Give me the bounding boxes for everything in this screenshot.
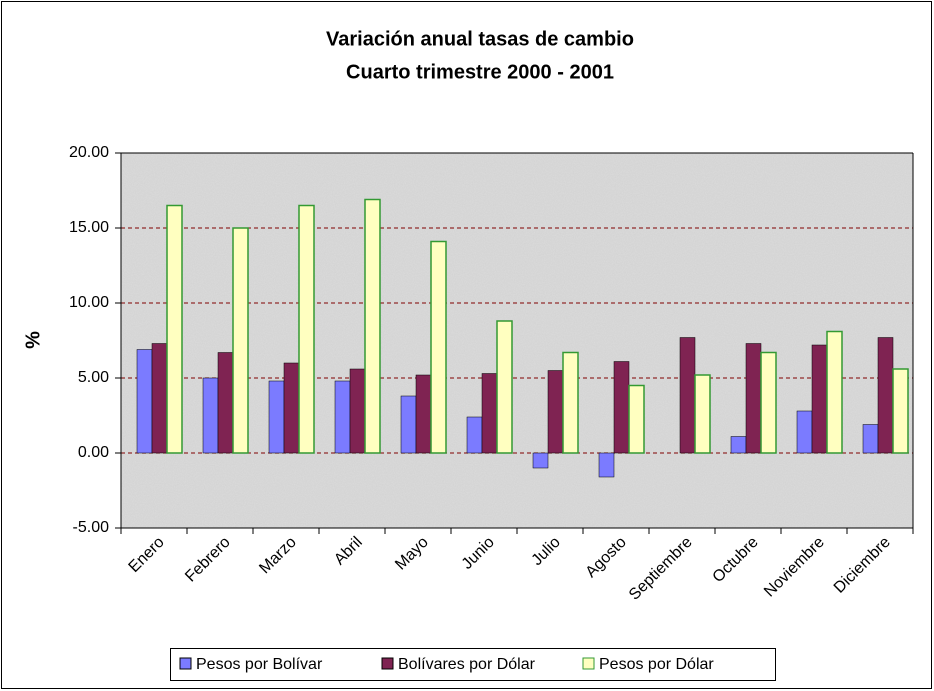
- bar: [202, 377, 219, 454]
- bar: [496, 320, 513, 454]
- bar: [298, 204, 315, 454]
- legend-swatch: [582, 657, 595, 670]
- bar: [349, 368, 366, 454]
- bar: [730, 436, 747, 454]
- bar: [136, 349, 153, 454]
- bar: [430, 240, 447, 454]
- y-tick-label: 10.00: [69, 294, 109, 311]
- chart-title: Variación anual tasas de cambio: [326, 28, 634, 50]
- chart-subtitle: Cuarto trimestre 2000 - 2001: [346, 61, 614, 83]
- legend-label: Pesos por Dólar: [599, 656, 714, 673]
- bar: [166, 204, 183, 454]
- legend-swatch: [381, 657, 394, 670]
- bar: [481, 373, 498, 454]
- y-tick-label: 0.00: [78, 444, 109, 461]
- bar: [745, 343, 762, 454]
- y-tick-label: 15.00: [69, 219, 109, 236]
- y-tick-label: 20.00: [69, 144, 109, 161]
- bar: [466, 416, 483, 454]
- legend-box: [170, 648, 776, 681]
- bar: [415, 374, 432, 454]
- bar: [892, 368, 909, 454]
- bar: [232, 227, 249, 454]
- bar: [877, 337, 894, 454]
- bar: [547, 370, 564, 454]
- bar: [268, 380, 285, 454]
- bar: [400, 395, 417, 454]
- bar: [862, 424, 879, 454]
- y-tick-label: -5.00: [73, 519, 110, 536]
- bar: [283, 362, 300, 454]
- bar: [151, 343, 168, 454]
- bar: [760, 351, 777, 454]
- bar: [532, 452, 549, 469]
- bar: [334, 380, 351, 454]
- bar: [694, 374, 711, 454]
- bar: [613, 361, 630, 454]
- y-tick-label: 5.00: [78, 369, 109, 386]
- bar: [628, 384, 645, 454]
- bar: [562, 351, 579, 454]
- bar: [796, 410, 813, 454]
- legend-label: Bolívares por Dólar: [398, 656, 536, 673]
- y-axis-label: %: [22, 331, 44, 349]
- bar: [826, 330, 843, 454]
- legend-label: Pesos por Bolívar: [196, 656, 323, 673]
- bar: [811, 344, 828, 454]
- bar: [217, 352, 234, 454]
- bar: [679, 337, 696, 454]
- bar: [364, 198, 381, 454]
- plot-texture: [121, 153, 913, 528]
- bar: [598, 452, 615, 478]
- legend-swatch: [179, 657, 192, 670]
